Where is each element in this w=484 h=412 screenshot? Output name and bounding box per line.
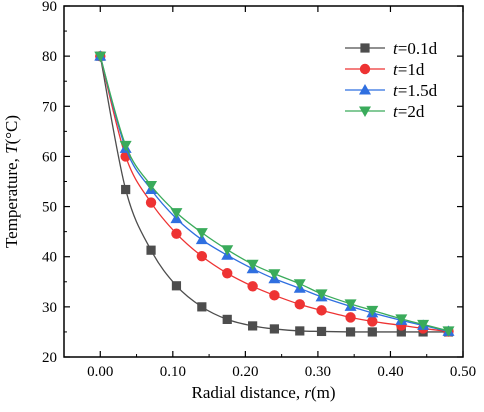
data-point xyxy=(195,233,208,245)
data-point xyxy=(145,181,158,192)
data-point xyxy=(197,302,207,312)
legend-value: =2d xyxy=(398,102,425,121)
legend-var: t xyxy=(393,39,399,58)
data-point xyxy=(196,251,208,262)
data-point xyxy=(294,299,305,310)
data-point xyxy=(367,316,378,327)
x-tick-label: 0.30 xyxy=(305,364,331,380)
legend-item: t=1.5d xyxy=(345,81,438,100)
x-tick-label: 0.50 xyxy=(450,364,476,380)
data-point xyxy=(222,268,233,279)
x-axis-title-var: r xyxy=(304,383,311,402)
data-point xyxy=(442,326,455,337)
data-point xyxy=(170,208,183,219)
y-axis-title-var: T xyxy=(2,143,21,154)
data-point xyxy=(119,140,132,152)
data-point xyxy=(171,281,182,291)
data-point xyxy=(221,245,234,256)
legend-value: =0.1d xyxy=(398,39,438,58)
data-point xyxy=(345,312,356,323)
data-point xyxy=(268,269,281,280)
y-tick-label: 90 xyxy=(42,0,57,15)
y-tick-label: 70 xyxy=(42,99,57,115)
legend-marker xyxy=(359,63,371,75)
legend-label: t=1.5d xyxy=(393,81,438,100)
legend-var: t xyxy=(393,102,399,121)
x-tick-label: 0.40 xyxy=(377,364,403,380)
legend-item: t=0.1d xyxy=(345,39,438,58)
legend-label: t=2d xyxy=(393,102,425,121)
data-point xyxy=(247,281,258,292)
legend: t=0.1dt=1dt=1.5dt=2d xyxy=(345,39,438,121)
data-point xyxy=(367,327,377,337)
series-4 xyxy=(94,51,455,337)
y-tick-label: 60 xyxy=(42,149,57,165)
legend-value: =1.5d xyxy=(398,81,438,100)
data-point xyxy=(316,326,327,337)
legend-label: t=0.1d xyxy=(393,39,438,58)
y-axis-title-text: Temperature, xyxy=(2,154,21,248)
data-point xyxy=(344,299,357,310)
data-point xyxy=(248,321,258,331)
y-tick-label: 40 xyxy=(42,250,57,266)
legend-var: t xyxy=(393,81,399,100)
legend-item: t=2d xyxy=(345,102,425,121)
data-point xyxy=(417,319,430,331)
data-point xyxy=(366,305,379,317)
data-point xyxy=(195,228,208,239)
x-axis-title-text: Radial distance, xyxy=(192,383,305,402)
data-point xyxy=(145,197,157,208)
y-tick-label: 80 xyxy=(42,49,57,65)
data-point xyxy=(146,245,156,255)
data-point xyxy=(396,327,406,337)
data-point xyxy=(121,184,131,195)
data-point xyxy=(222,314,232,324)
data-point xyxy=(316,305,327,316)
legend-marker xyxy=(359,106,371,117)
y-axis-title-unit: (°C) xyxy=(2,115,21,144)
y-axis-title: Temperature, T(°C) xyxy=(2,115,21,248)
data-point xyxy=(295,326,305,336)
legend-label: t=1d xyxy=(393,60,425,79)
x-tick-label: 0.10 xyxy=(160,364,186,380)
legend-marker xyxy=(360,43,370,53)
data-point xyxy=(293,279,306,290)
axes: 0.00 0.10 0.20 0.30 0.40 0.50 20 30 40 50 60 70 80 90… xyxy=(2,0,476,402)
data-point xyxy=(345,327,356,337)
data-point xyxy=(246,259,259,271)
x-axis-title: Radial distance, r(m) xyxy=(192,383,336,402)
y-tick-label: 50 xyxy=(42,200,57,216)
legend-marker xyxy=(359,84,371,95)
data-point xyxy=(315,289,328,300)
x-axis-title-unit: (m) xyxy=(311,383,336,402)
y-tick-label: 30 xyxy=(42,300,57,316)
data-point xyxy=(269,324,279,334)
x-tick-label: 0.00 xyxy=(87,364,113,380)
data-point xyxy=(94,51,107,63)
data-point xyxy=(395,314,408,325)
data-point xyxy=(269,290,280,301)
series-group xyxy=(94,50,455,337)
legend-var: t xyxy=(393,60,399,79)
y-tick-label: 20 xyxy=(42,350,57,366)
data-point xyxy=(171,228,182,239)
legend-item: t=1d xyxy=(345,60,425,79)
x-tick-label: 0.20 xyxy=(232,364,258,380)
legend-value: =1d xyxy=(398,60,425,79)
